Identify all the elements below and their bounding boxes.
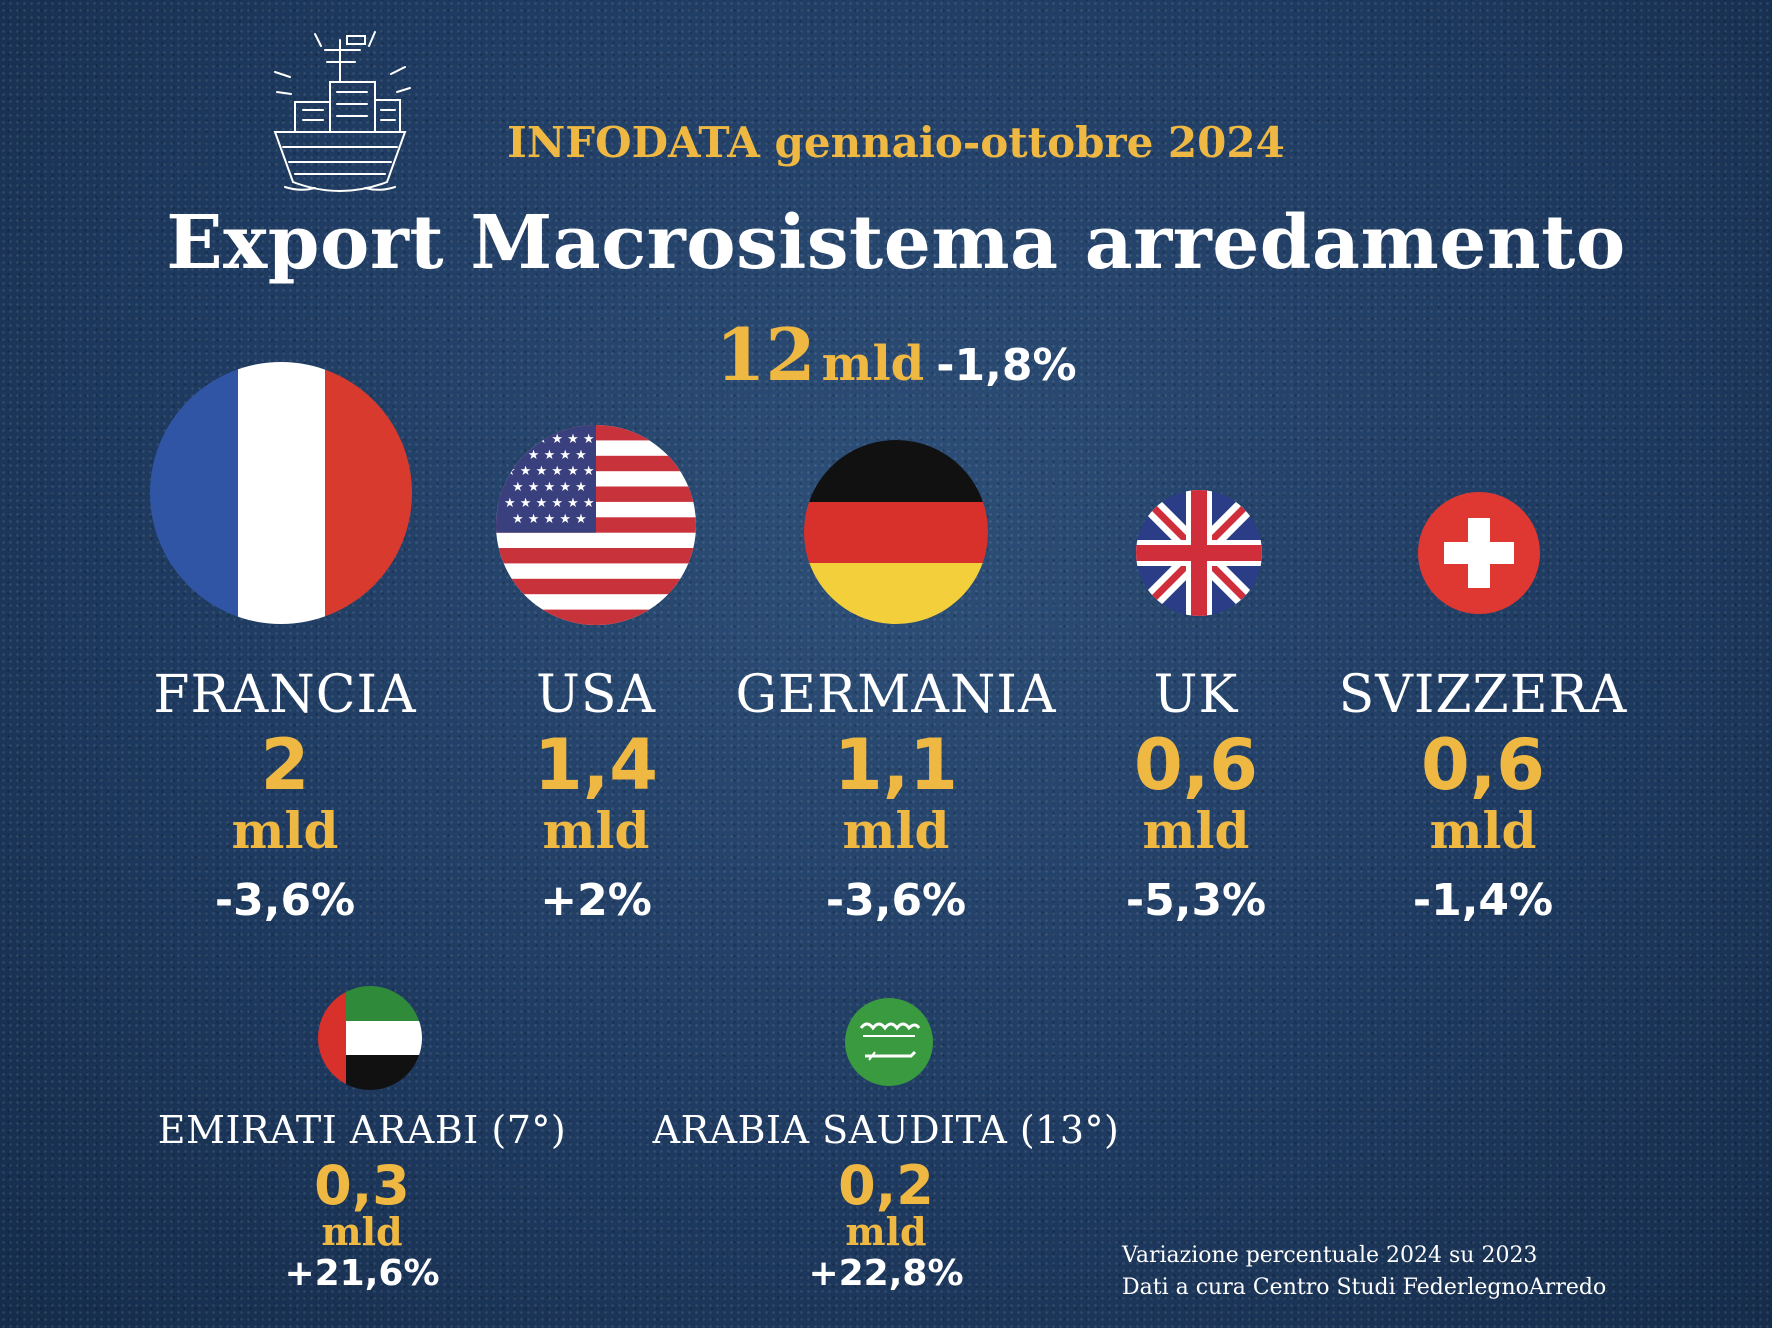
- total-unit: mld: [821, 336, 925, 392]
- country-change: -3,6%: [214, 875, 356, 926]
- country-name: GERMANIA: [735, 665, 1057, 725]
- ship-illustration-icon: [255, 22, 425, 211]
- country-name: SVIZZERA: [1338, 665, 1628, 725]
- country-value: 0,6: [1420, 724, 1545, 806]
- country-name: EMIRATI ARABI (7°): [157, 1108, 567, 1152]
- country-card-emirati: EMIRATI ARABI (7°) 0,3 mld +21,6%: [158, 1108, 566, 1296]
- country-unit: mld: [321, 1209, 403, 1254]
- country-card-germania: GERMANIA 1,1 mld -3,6%: [735, 665, 1056, 933]
- usa-flag-icon: ★ ★ ★ ★ ★ ★ ★ ★ ★ ★ ★ ★ ★ ★ ★ ★ ★ ★ ★ ★ …: [496, 425, 696, 625]
- country-card-svizzera: SVIZZERA 0,6 mld -1,4%: [1339, 665, 1628, 933]
- country-unit: mld: [1142, 801, 1250, 860]
- country-change: -1,4%: [1412, 875, 1554, 926]
- country-value: 2: [260, 724, 310, 806]
- country-unit: mld: [1429, 801, 1537, 860]
- svg-text:★ ★ ★ ★ ★: ★ ★ ★ ★ ★: [512, 512, 587, 527]
- subtitle: INFODATA gennaio-ottobre 2024: [507, 118, 1285, 167]
- country-value: 0,3: [314, 1154, 410, 1217]
- country-unit: mld: [231, 801, 339, 860]
- country-unit: mld: [845, 1209, 927, 1254]
- country-unit: mld: [842, 801, 950, 860]
- svg-text:★ ★ ★ ★ ★: ★ ★ ★ ★ ★: [512, 480, 587, 495]
- svg-text:★ ★ ★ ★ ★ ★: ★ ★ ★ ★ ★ ★: [504, 464, 595, 479]
- country-card-uk: UK 0,6 mld -5,3%: [1126, 665, 1266, 933]
- footnote-line-2: Dati a cura Centro Studi FederlegnoArred…: [1122, 1275, 1607, 1300]
- country-value: 1,1: [833, 724, 959, 806]
- country-name: FRANCIA: [153, 665, 417, 725]
- total-value: 12: [715, 312, 816, 397]
- country-change: +22,8%: [808, 1253, 964, 1294]
- country-value: 0,2: [838, 1154, 934, 1217]
- country-name: ARABIA SAUDITA (13°): [652, 1108, 1120, 1152]
- saudi-flag-icon: [845, 998, 933, 1086]
- svg-text:★ ★ ★ ★ ★: ★ ★ ★ ★ ★: [512, 448, 587, 463]
- svg-text:★ ★ ★ ★ ★ ★: ★ ★ ★ ★ ★ ★: [504, 432, 595, 447]
- svg-text:★ ★ ★ ★ ★ ★: ★ ★ ★ ★ ★ ★: [504, 496, 595, 511]
- country-name: USA: [535, 665, 656, 725]
- footnote: Variazione percentuale 2024 su 2023 Dati…: [1122, 1240, 1606, 1304]
- uae-flag-icon: [318, 986, 422, 1090]
- germany-flag-icon: [804, 440, 988, 624]
- uk-flag-icon: [1136, 490, 1262, 616]
- switzerland-flag-icon: [1418, 492, 1540, 614]
- page-title: Export Macrosistema arredamento: [166, 200, 1626, 286]
- country-unit: mld: [542, 801, 650, 860]
- country-value: 1,4: [533, 724, 659, 806]
- footnote-line-1: Variazione percentuale 2024 su 2023: [1122, 1243, 1538, 1268]
- country-change: -3,6%: [825, 875, 967, 926]
- country-change: -5,3%: [1125, 875, 1267, 926]
- country-card-francia: FRANCIA 2 mld -3,6%: [153, 665, 416, 933]
- country-change: +2%: [540, 875, 652, 926]
- country-value: 0,6: [1133, 724, 1259, 806]
- country-name: UK: [1153, 665, 1239, 725]
- country-card-usa: USA 1,4 mld +2%: [534, 665, 658, 933]
- country-change: +21,6%: [284, 1253, 440, 1294]
- france-flag-icon: [150, 362, 412, 624]
- total-change: -1,8%: [936, 340, 1077, 391]
- total-export: 12 mld -1,8%: [715, 312, 1076, 397]
- country-card-arabia: ARABIA SAUDITA (13°) 0,2 mld +22,8%: [653, 1108, 1120, 1296]
